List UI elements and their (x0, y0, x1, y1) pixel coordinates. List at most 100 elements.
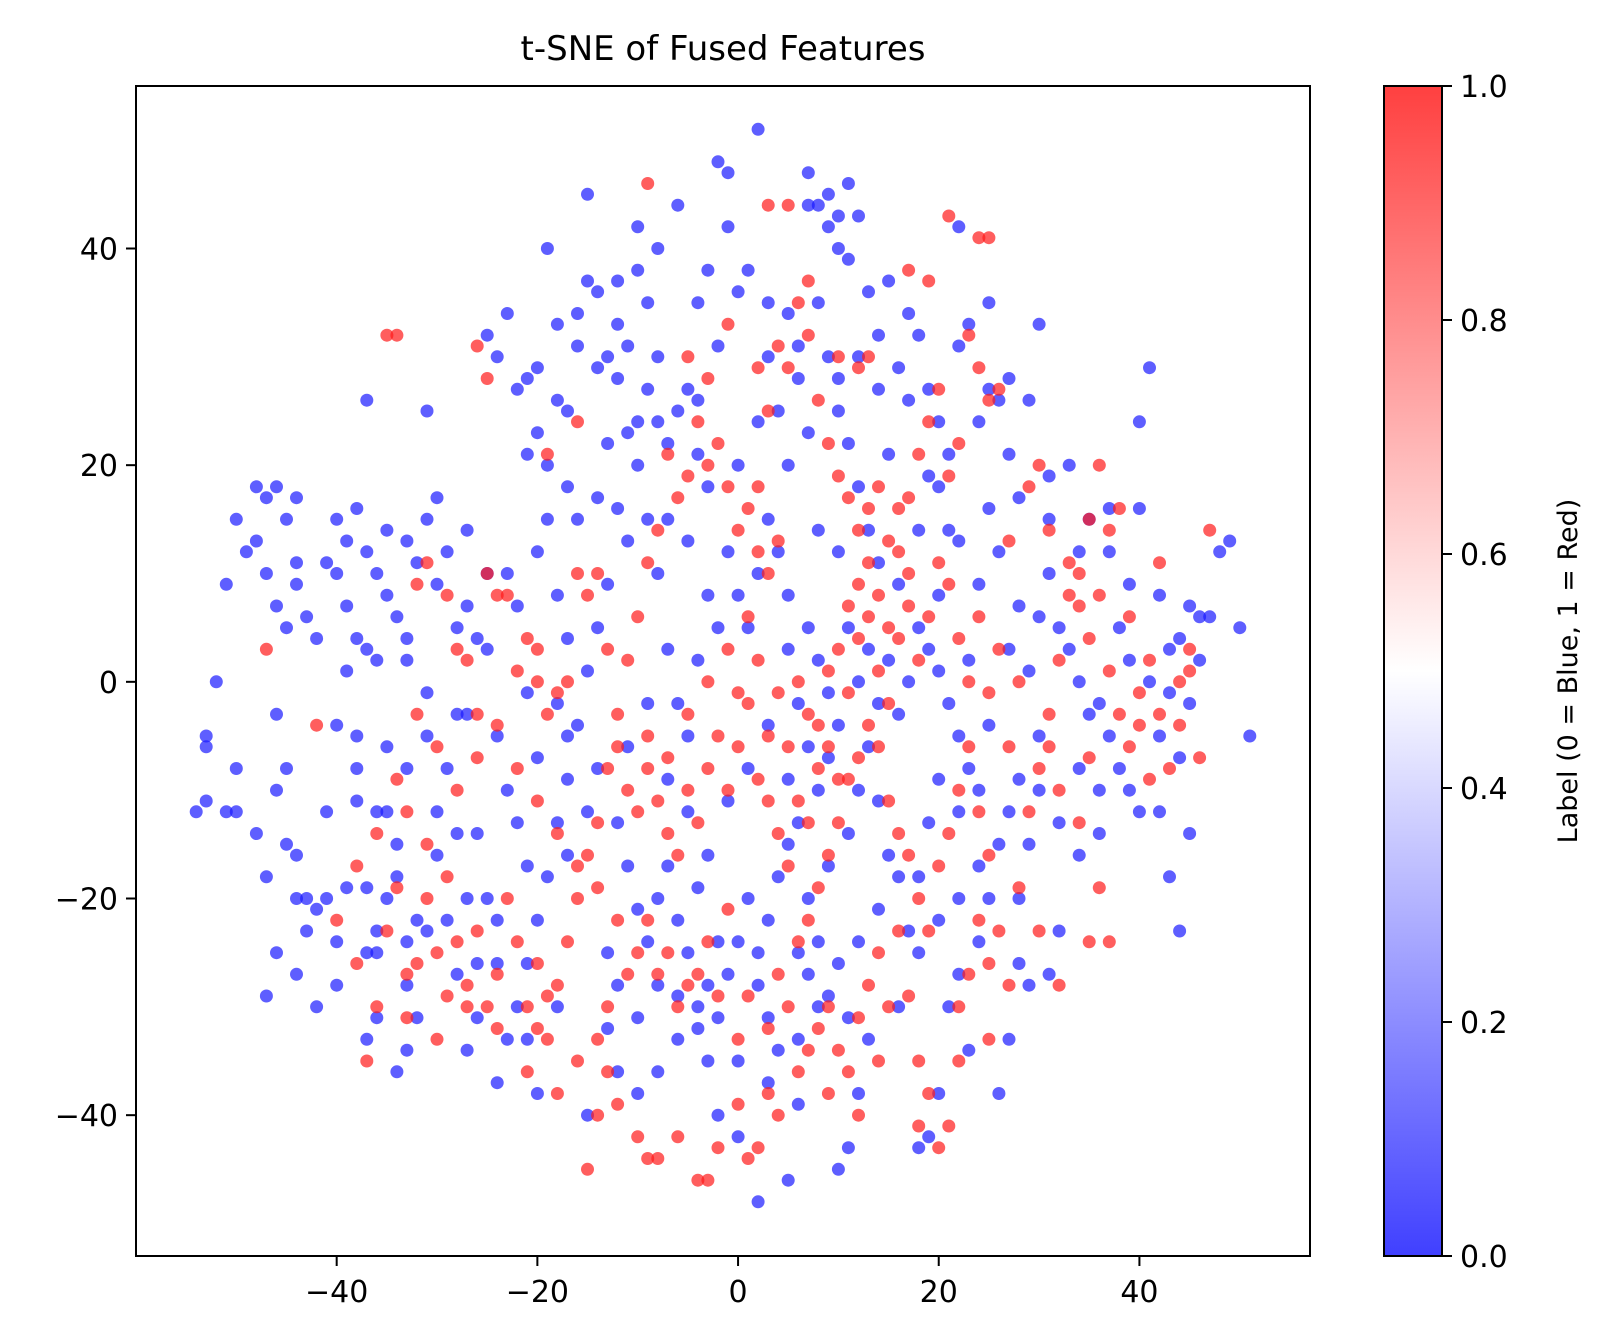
scatter-point (360, 881, 374, 895)
scatter-point (721, 220, 735, 234)
scatter-point (821, 437, 835, 450)
scatter-point (1092, 783, 1106, 797)
scatter-point (761, 913, 775, 927)
scatter-point (259, 989, 273, 1003)
scatter-point (962, 675, 976, 689)
scatter-point (821, 220, 835, 234)
scatter-point (641, 697, 655, 710)
scatter-point (440, 588, 454, 602)
scatter-point (962, 317, 976, 331)
scatter-point (761, 350, 775, 364)
scatter-point (731, 1097, 745, 1111)
scatter-point (430, 491, 444, 505)
scatter-point (942, 697, 956, 710)
scatter-point (1062, 556, 1076, 570)
scatter-point (1163, 642, 1176, 656)
scatter-point (731, 1054, 745, 1068)
scatter-point (751, 545, 765, 559)
scatter-point (952, 1000, 966, 1014)
scatter-point (831, 209, 845, 223)
scatter-point (952, 339, 966, 353)
scatter-point (510, 599, 524, 613)
scatter-point (1122, 610, 1136, 624)
scatter-point (450, 621, 464, 635)
scatter-point (801, 707, 815, 721)
scatter-point (831, 350, 845, 364)
scatter-point (591, 621, 605, 635)
scatter-point (862, 610, 875, 624)
scatter-point (370, 1011, 384, 1025)
scatter-point (982, 718, 996, 732)
scatter-point (862, 523, 875, 537)
scatter-point (510, 664, 524, 678)
scatter-point (591, 816, 605, 830)
scatter-point (581, 664, 594, 678)
scatter-point (892, 870, 906, 884)
scatter-point (1012, 957, 1026, 970)
scatter-point (530, 545, 544, 559)
scatter-point (811, 935, 825, 949)
scatter-point (771, 545, 785, 559)
scatter-point (460, 707, 474, 721)
scatter-point (510, 816, 524, 830)
scatter-point (350, 729, 364, 743)
scatter-point (892, 827, 906, 840)
scatter-point (992, 642, 1006, 656)
scatter-point (852, 480, 865, 494)
scatter-point (340, 534, 354, 548)
scatter-point (771, 534, 785, 548)
scatter-point (540, 1032, 554, 1046)
scatter-point (711, 729, 725, 743)
scatter-point (741, 697, 755, 710)
scatter-point (932, 1087, 946, 1100)
scatter-point (611, 978, 625, 992)
scatter-point (1112, 707, 1126, 721)
scatter-point (731, 686, 745, 700)
scatter-point (611, 317, 625, 331)
scatter-point (852, 523, 865, 537)
scatter-point (239, 545, 253, 559)
scatter-point (661, 642, 675, 656)
scatter-point (270, 707, 283, 721)
scatter-point (882, 794, 896, 808)
scatter-point (1022, 480, 1036, 494)
scatter-point (962, 740, 976, 754)
scatter-point (862, 718, 875, 732)
scatter-point (841, 252, 855, 266)
scatter-point (711, 935, 725, 949)
scatter-point (530, 913, 544, 927)
scatter-point (1153, 729, 1166, 743)
scatter-point (751, 978, 765, 992)
scatter-point (922, 924, 936, 938)
scatter-point (902, 675, 916, 689)
scatter-point (1102, 502, 1116, 515)
scatter-point (611, 1097, 625, 1111)
scatter-point (1132, 502, 1146, 515)
scatter-point (831, 816, 845, 830)
scatter-point (992, 382, 1006, 396)
scatter-point (581, 1108, 594, 1122)
scatter-point (671, 913, 685, 927)
scatter-point (671, 1130, 685, 1144)
scatter-point (892, 502, 906, 515)
scatter-point (300, 892, 314, 905)
scatter-point (229, 805, 243, 819)
scatter-point (922, 816, 936, 830)
scatter-point (611, 502, 625, 515)
scatter-point (651, 523, 665, 537)
scatter-point (872, 794, 885, 808)
scatter-point (621, 859, 635, 873)
scatter-point (1102, 545, 1116, 559)
scatter-point (601, 437, 615, 450)
scatter-point (771, 339, 785, 353)
scatter-point (320, 556, 334, 570)
scatter-point (350, 632, 364, 645)
scatter-point (480, 642, 494, 656)
scatter-point (561, 480, 574, 494)
scatter-point (1072, 816, 1086, 830)
scatter-point (882, 534, 896, 548)
scatter-point (882, 653, 896, 667)
scatter-point (821, 751, 835, 765)
scatter-point (982, 393, 996, 407)
y-tick-label: −40 (55, 1099, 118, 1134)
